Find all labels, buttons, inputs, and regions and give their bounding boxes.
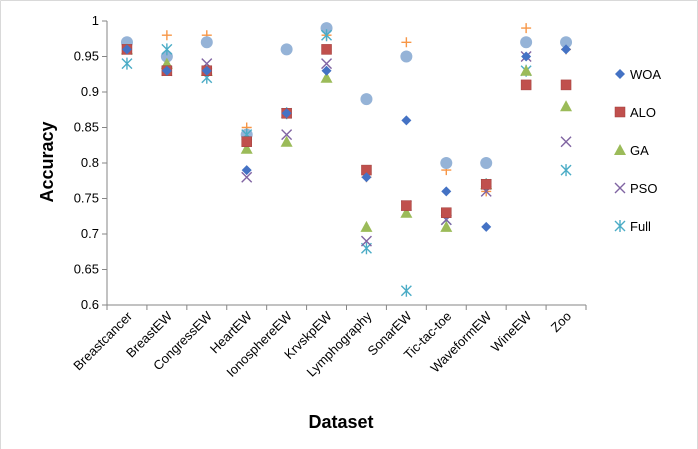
data-point-plus: [161, 30, 172, 41]
y-axis-title: Accuracy: [37, 121, 57, 202]
data-point-pso: [281, 129, 293, 141]
data-point-full: [560, 164, 572, 177]
legend-label-alo: ALO: [630, 105, 656, 120]
series-ga: [120, 43, 573, 232]
y-tick-label: 0.9: [81, 84, 99, 99]
legend-entry-woa: WOA: [615, 67, 661, 82]
y-tick-label: 0.95: [74, 49, 99, 64]
data-point-woa: [281, 108, 292, 119]
data-point-circle: [200, 36, 213, 49]
data-point-pso: [321, 58, 333, 70]
data-point-alo: [520, 79, 532, 91]
series-plus-markers: [121, 23, 572, 197]
data-point-woa: [321, 65, 332, 76]
data-point-ga: [400, 206, 413, 218]
data-point-circle: [400, 50, 413, 63]
y-tick-label: 0.7: [81, 226, 99, 241]
x-axis: BreastcancerBreastEWCongressEWHeartEWIon…: [70, 304, 587, 380]
x-category-label: WineEW: [488, 308, 535, 355]
legend-entry-ga: GA: [614, 143, 649, 158]
data-point-alo: [401, 200, 412, 211]
legend-marker-alo: [614, 106, 626, 118]
data-point-woa: [241, 165, 252, 176]
legend-marker-full: [614, 220, 626, 232]
data-point-circle: [160, 50, 173, 63]
data-point-ga: [520, 64, 533, 76]
data-point-alo: [480, 179, 492, 190]
data-point-ga: [280, 135, 293, 147]
data-point-circle: [440, 157, 453, 169]
series-full: [121, 29, 572, 297]
y-tick-label: 1: [92, 13, 99, 28]
legend-entry-alo: ALO: [614, 105, 656, 120]
legend-entry-full: Full: [614, 219, 651, 234]
data-point-woa: [201, 65, 212, 76]
data-point-woa: [561, 44, 572, 55]
data-point-ga: [240, 142, 253, 154]
data-point-plus: [521, 23, 532, 34]
legend-marker-woa: [615, 69, 625, 79]
data-point-full: [400, 284, 412, 297]
data-point-ga: [560, 100, 573, 112]
data-point-circle: [280, 43, 293, 56]
legend-label-ga: GA: [630, 143, 649, 158]
data-point-pso: [360, 235, 372, 247]
y-tick-label: 0.75: [74, 191, 99, 206]
x-category-label: Breastcancer: [70, 308, 135, 373]
data-point-woa: [441, 186, 452, 197]
plot-area: [120, 22, 573, 297]
data-point-pso: [241, 171, 253, 183]
data-point-alo: [560, 79, 572, 91]
series-pso: [121, 43, 572, 247]
data-point-woa: [361, 172, 372, 183]
data-point-circle: [480, 157, 493, 169]
x-axis-title: Dataset: [308, 412, 373, 432]
legend-marker-ga: [614, 144, 626, 155]
legend-label-full: Full: [630, 219, 651, 234]
y-tick-label: 0.85: [74, 120, 99, 135]
data-point-full: [121, 57, 133, 70]
data-point-pso: [560, 136, 572, 148]
data-point-ga: [440, 220, 453, 232]
data-point-full: [321, 29, 333, 42]
legend-label-pso: PSO: [630, 181, 657, 196]
y-tick-label: 0.65: [74, 262, 99, 277]
y-tick-label: 0.8: [81, 155, 99, 170]
data-point-woa: [161, 65, 172, 76]
data-point-woa: [521, 51, 532, 62]
series-woa: [121, 44, 572, 232]
series-circle-markers: [120, 22, 573, 169]
data-point-plus: [401, 37, 412, 48]
data-point-ga: [320, 71, 333, 83]
data-point-woa: [121, 44, 132, 55]
data-point-woa: [481, 221, 492, 232]
legend-marker-pso: [614, 182, 626, 194]
data-point-alo: [321, 44, 332, 55]
series-alo: [121, 44, 572, 218]
data-point-circle: [560, 36, 573, 49]
legend-entry-pso: PSO: [614, 181, 657, 196]
data-point-alo: [441, 207, 452, 218]
legend: WOA ALO GA PSO Full: [614, 67, 661, 234]
x-category-label: Zoo: [548, 309, 574, 335]
y-axis: 0.6 0.65 0.7 0.75 0.8 0.85 0.9 0.95 1: [74, 13, 108, 312]
data-point-circle: [360, 93, 373, 106]
data-point-circle: [520, 36, 533, 49]
y-tick-label: 0.6: [81, 297, 99, 312]
data-point-alo: [241, 136, 252, 147]
data-point-ga: [360, 220, 373, 232]
legend-label-woa: WOA: [630, 67, 661, 82]
data-point-woa: [401, 115, 412, 126]
data-point-circle: [320, 22, 333, 35]
data-point-full: [161, 43, 173, 56]
